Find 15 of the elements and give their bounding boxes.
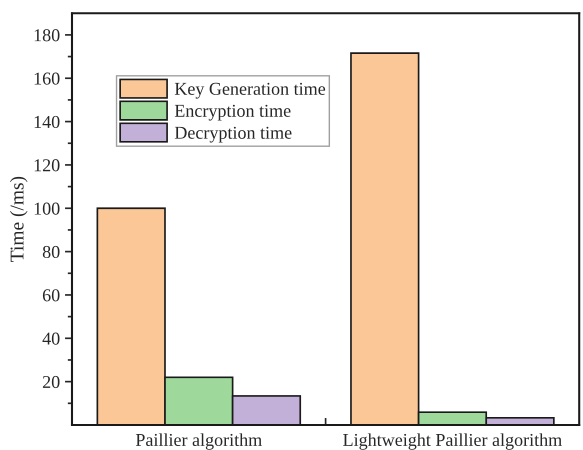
- y-tick-label: 20: [42, 376, 60, 388]
- y-tick-label: 40: [42, 332, 60, 345]
- legend-label: Decryption time: [174, 126, 292, 143]
- x-tick-label: Paillier algorithm: [136, 433, 262, 450]
- legend-label: Key Generation time: [174, 82, 326, 99]
- y-tick-label: 160: [34, 72, 60, 85]
- y-axis-title: Time (/ms): [10, 176, 28, 262]
- y-tick-label: 80: [42, 246, 60, 258]
- y-tick-label: 60: [42, 289, 60, 302]
- x-tick-label: Lightweight Paillier algorithm: [343, 433, 562, 450]
- y-tick-label: 140: [34, 116, 60, 128]
- legend-label: Encryption time: [174, 104, 291, 121]
- y-tick-label: 100: [34, 202, 60, 215]
- y-tick-label: 180: [34, 29, 60, 42]
- y-tick-label: 120: [34, 159, 60, 172]
